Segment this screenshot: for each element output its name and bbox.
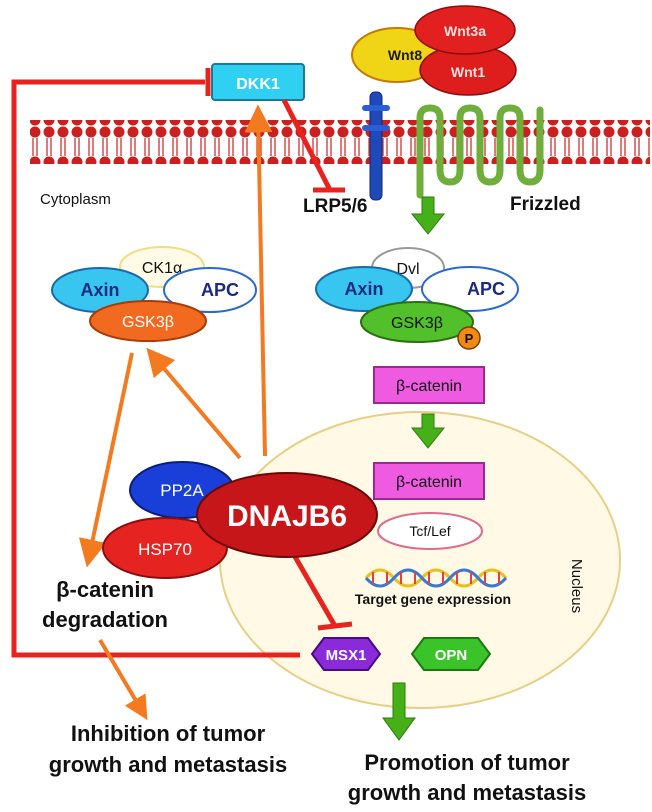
orange-arrows [78,104,273,721]
green-arrows [382,196,446,741]
wnt1-label: Wnt1 [451,64,485,80]
frizzled-to-complex-arrow [410,196,446,235]
cell-membrane [30,120,650,164]
tcf-lef-ellipse [377,512,483,550]
tcf-lef-label: Tcf/Lef [409,523,450,539]
phosphate-label: P [465,331,474,346]
lrp5-6-receptor [362,91,390,201]
apc-label-right: APC [467,279,505,299]
gsk3b-to-degradation-arrow [78,352,134,568]
dvl-label: Dvl [396,261,419,278]
dnajb6-to-msx1-inhibition [287,546,338,628]
nucleus-label: Nucleus [568,559,585,613]
opn-label: OPN [435,647,468,664]
apc-label-left: APC [201,280,239,300]
bcat-label-cytoplasm: β-catenin [396,378,462,395]
dkk1-label: DKK1 [236,76,280,93]
red-inhibition-lines [11,68,353,658]
degradation-label-line2: degradation [42,607,168,632]
frizzled-receptor [416,104,544,199]
target-gene-label: Target gene expression [355,591,511,607]
dnajb6-to-gsk3b-arrow [146,347,242,460]
msx1-hexagon [310,637,382,671]
msx1-to-dkk1-inhibition [11,79,300,658]
degradation-to-inhibition-arrow [98,638,148,721]
lrp5-6-label: LRP5/6 [303,196,367,217]
bcat-label-nucleus: β-catenin [396,474,462,491]
bcat-box-cytoplasm [373,366,485,404]
gsk3b-label-right: GSK3β [391,315,443,332]
wnt8-label: Wnt8 [388,47,422,63]
gsk3b-label-left: GSK3β [122,314,174,331]
msx1-label: MSX1 [326,647,367,664]
dnajb6-to-dkk1-arrow [244,104,273,457]
apc-ellipse-left [163,267,257,313]
axin-ellipse-right [315,266,413,312]
hsp70-label: HSP70 [138,540,192,559]
gsk3b-ellipse-left [89,300,207,342]
promotion-label-line1: Promotion of tumor [364,750,570,775]
promotion-arrow [382,682,416,741]
gsk3b-ellipse-right [360,301,474,343]
dnajb6-ellipse [196,472,378,558]
destruction-complex-right: Dvl APC Axin GSK3β P [315,247,519,350]
ck1a-label: CK1α [142,260,182,277]
apc-ellipse-right [421,266,519,312]
destruction-complex-left: CK1α APC Axin GSK3β [51,246,257,342]
wnt3a-ligand [414,5,516,55]
msx1-tbar [317,621,353,631]
hsp70-ellipse [102,517,228,579]
dna-helix-icon [364,568,508,588]
inhibition-label-line2: growth and metastasis [49,752,287,777]
axin-label-left: Axin [80,280,119,300]
cytoplasm-label: Cytoplasm [40,191,111,208]
phosphate-circle [457,326,481,350]
bcat-box-nucleus [373,462,485,500]
dkk1-to-lrp-inhibition [281,98,333,192]
dnajb6-label: DNAJB6 [227,500,347,533]
axin-label-right: Axin [344,279,383,299]
pp2a-label: PP2A [160,481,204,500]
wnt3a-label: Wnt3a [444,23,486,39]
bcat-nuclear-entry-arrow [410,413,446,449]
inhibition-label-line1: Inhibition of tumor [71,721,266,746]
frizzled-label: Frizzled [510,194,581,215]
degradation-label-line1: β-catenin [56,577,154,602]
dkk1-box [211,63,305,101]
promotion-label-line2: growth and metastasis [348,780,586,805]
opn-hexagon [410,637,492,671]
